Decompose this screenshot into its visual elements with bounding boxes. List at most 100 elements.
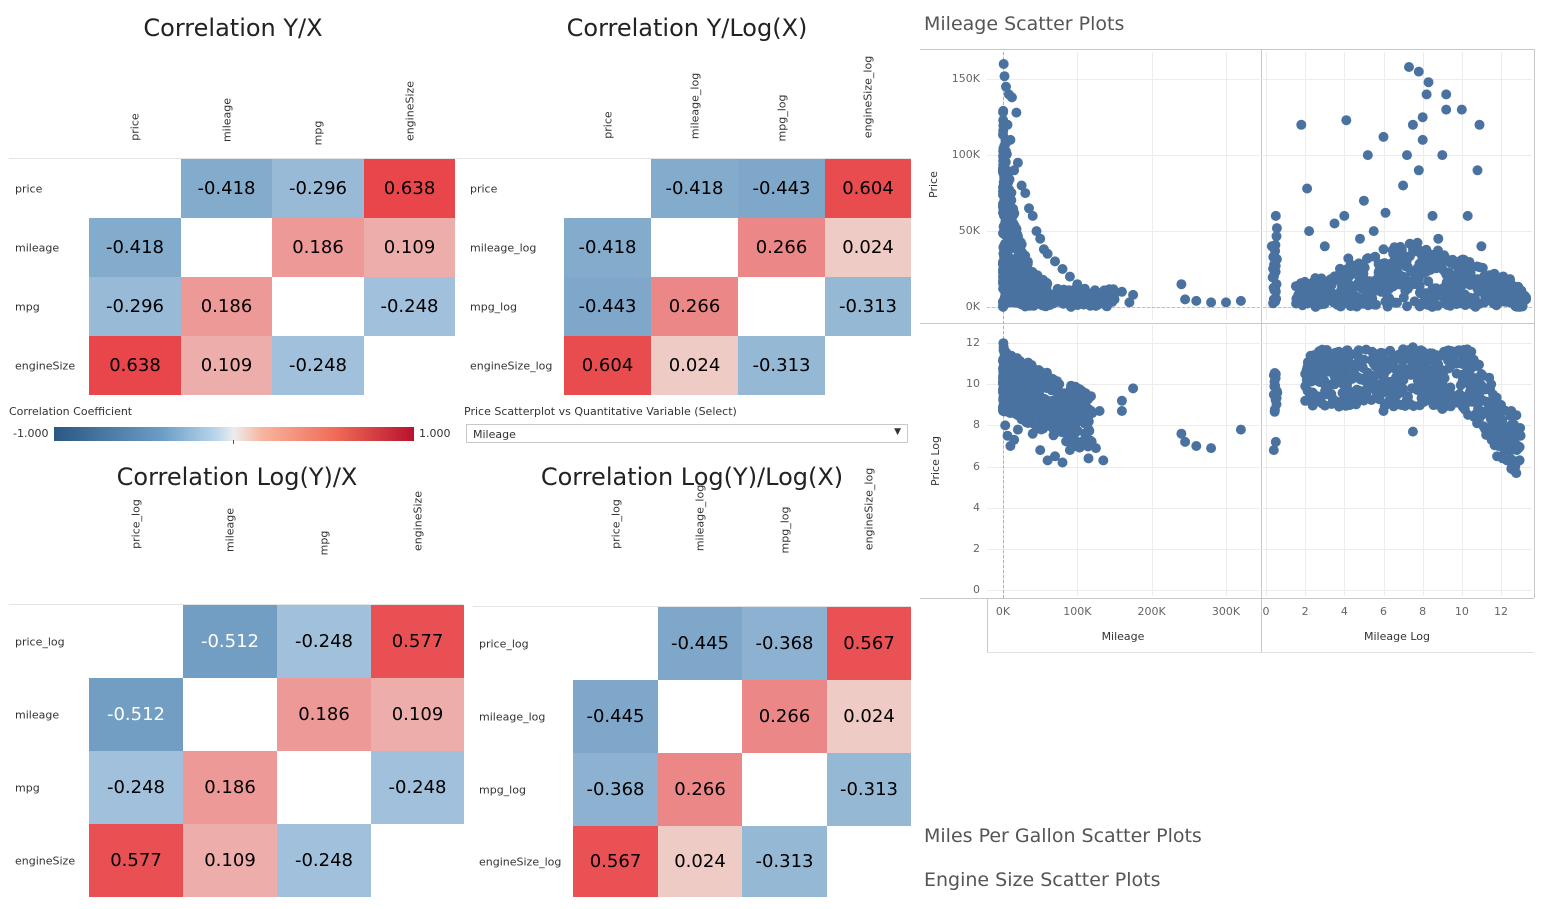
correlation-cell[interactable]: 0.266 bbox=[738, 218, 825, 277]
correlation-cell[interactable] bbox=[564, 159, 651, 218]
correlation-cell[interactable]: 0.577 bbox=[371, 605, 464, 678]
correlation-cell[interactable]: -0.443 bbox=[564, 277, 651, 336]
correlation-cell[interactable]: 0.024 bbox=[825, 218, 911, 277]
correlation-cell[interactable]: 0.638 bbox=[364, 159, 455, 218]
row-header[interactable]: engineSize bbox=[15, 359, 76, 372]
correlation-cell[interactable] bbox=[89, 605, 183, 678]
scatter-point bbox=[1090, 443, 1101, 454]
correlation-cell[interactable]: 0.186 bbox=[277, 678, 371, 751]
correlation-cell[interactable] bbox=[371, 824, 464, 897]
chevron-down-icon[interactable]: ▼ bbox=[894, 427, 901, 437]
row-header[interactable]: price_log bbox=[15, 635, 65, 648]
correlation-cell[interactable]: -0.248 bbox=[272, 336, 364, 395]
correlation-cell[interactable]: 0.186 bbox=[181, 277, 272, 336]
variable-select-dropdown[interactable]: Mileage ▼ bbox=[466, 424, 908, 443]
correlation-cell[interactable]: 0.024 bbox=[827, 680, 911, 753]
column-header[interactable]: engineSize_log bbox=[861, 55, 875, 138]
correlation-cell[interactable] bbox=[738, 277, 825, 336]
correlation-cell[interactable]: -0.445 bbox=[658, 607, 742, 680]
correlation-cell[interactable]: -0.248 bbox=[277, 605, 371, 678]
correlation-cell[interactable]: -0.512 bbox=[183, 605, 277, 678]
correlation-cell[interactable]: -0.418 bbox=[181, 159, 272, 218]
correlation-cell[interactable] bbox=[651, 218, 738, 277]
correlation-cell[interactable]: 0.024 bbox=[651, 336, 738, 395]
row-header[interactable]: mpg bbox=[15, 781, 40, 794]
correlation-cell[interactable]: -0.248 bbox=[89, 751, 183, 824]
correlation-cell[interactable]: -0.368 bbox=[742, 607, 827, 680]
correlation-cell[interactable]: -0.443 bbox=[738, 159, 825, 218]
correlation-cell[interactable]: -0.296 bbox=[272, 159, 364, 218]
correlation-cell[interactable] bbox=[364, 336, 455, 395]
correlation-cell[interactable]: -0.418 bbox=[564, 218, 651, 277]
column-header[interactable]: price bbox=[601, 110, 614, 139]
correlation-cell[interactable]: 0.109 bbox=[183, 824, 277, 897]
row-header[interactable]: engineSize_log bbox=[470, 359, 553, 372]
correlation-cell[interactable]: 0.266 bbox=[658, 753, 742, 826]
column-header[interactable]: mpg_log bbox=[778, 506, 791, 554]
correlation-cell[interactable] bbox=[827, 826, 911, 897]
column-header[interactable]: mileage bbox=[223, 508, 237, 553]
correlation-cell[interactable]: -0.296 bbox=[89, 277, 181, 336]
row-header[interactable]: engineSize bbox=[15, 854, 76, 867]
density-mark bbox=[1033, 369, 1044, 380]
row-header[interactable]: mileage_log bbox=[470, 241, 537, 254]
correlation-cell[interactable]: 0.567 bbox=[827, 607, 911, 680]
row-header[interactable]: mpg_log bbox=[470, 300, 517, 313]
correlation-cell[interactable]: -0.445 bbox=[573, 680, 658, 753]
column-header[interactable]: price_log bbox=[609, 499, 622, 549]
column-header[interactable]: mpg_log bbox=[775, 94, 788, 142]
row-header[interactable]: mileage bbox=[15, 708, 60, 721]
correlation-cell[interactable] bbox=[183, 678, 277, 751]
correlation-cell[interactable]: -0.248 bbox=[277, 824, 371, 897]
column-header[interactable]: mileage_log bbox=[693, 484, 707, 552]
row-header[interactable]: mileage_log bbox=[479, 710, 546, 723]
correlation-cell[interactable] bbox=[742, 753, 827, 826]
correlation-cell[interactable]: 0.109 bbox=[181, 336, 272, 395]
correlation-cell[interactable]: 0.024 bbox=[658, 826, 742, 897]
column-header[interactable]: engineSize bbox=[403, 80, 416, 142]
correlation-cell[interactable] bbox=[825, 336, 911, 395]
correlation-cell[interactable]: 0.186 bbox=[272, 218, 364, 277]
correlation-cell[interactable]: 0.567 bbox=[573, 826, 658, 897]
correlation-cell[interactable]: 0.109 bbox=[364, 218, 455, 277]
column-header[interactable]: price bbox=[128, 112, 142, 141]
correlation-cell[interactable]: -0.313 bbox=[827, 753, 911, 826]
correlation-cell[interactable]: -0.313 bbox=[742, 826, 827, 897]
column-header[interactable]: engineSize bbox=[411, 490, 424, 552]
correlation-cell[interactable] bbox=[89, 159, 181, 218]
correlation-cell[interactable] bbox=[573, 607, 658, 680]
correlation-cell[interactable]: 0.266 bbox=[742, 680, 827, 753]
correlation-cell[interactable]: -0.418 bbox=[89, 218, 181, 277]
correlation-cell[interactable]: 0.577 bbox=[89, 824, 183, 897]
column-header[interactable]: mileage bbox=[220, 98, 233, 143]
correlation-cell[interactable]: -0.313 bbox=[738, 336, 825, 395]
correlation-cell[interactable]: -0.248 bbox=[371, 751, 464, 824]
correlation-cell[interactable]: -0.512 bbox=[89, 678, 183, 751]
row-header[interactable]: price_log bbox=[479, 637, 529, 650]
correlation-cell[interactable] bbox=[181, 218, 272, 277]
correlation-cell[interactable] bbox=[272, 277, 364, 336]
column-header[interactable]: mpg bbox=[317, 530, 331, 556]
correlation-cell[interactable]: 0.604 bbox=[564, 336, 651, 395]
correlation-cell[interactable]: 0.186 bbox=[183, 751, 277, 824]
row-header[interactable]: mpg_log bbox=[479, 783, 526, 796]
correlation-cell[interactable]: 0.266 bbox=[651, 277, 738, 336]
correlation-cell[interactable]: -0.368 bbox=[573, 753, 658, 826]
column-header[interactable]: engineSize_log bbox=[862, 467, 876, 550]
column-header[interactable]: mpg bbox=[311, 120, 325, 146]
correlation-cell[interactable]: -0.418 bbox=[651, 159, 738, 218]
correlation-cell[interactable]: -0.248 bbox=[364, 277, 455, 336]
correlation-cell[interactable] bbox=[658, 680, 742, 753]
row-header[interactable]: mileage bbox=[15, 241, 60, 254]
row-header[interactable]: engineSize_log bbox=[479, 855, 562, 868]
row-header[interactable]: price bbox=[470, 182, 498, 195]
row-header[interactable]: mpg bbox=[15, 300, 40, 313]
correlation-cell[interactable]: -0.313 bbox=[825, 277, 911, 336]
correlation-cell[interactable]: 0.604 bbox=[825, 159, 911, 218]
correlation-cell[interactable] bbox=[277, 751, 371, 824]
column-header[interactable]: price_log bbox=[129, 499, 143, 549]
column-header[interactable]: mileage_log bbox=[688, 72, 701, 140]
correlation-cell[interactable]: 0.638 bbox=[89, 336, 181, 395]
correlation-cell[interactable]: 0.109 bbox=[371, 678, 464, 751]
row-header[interactable]: price bbox=[15, 182, 43, 195]
